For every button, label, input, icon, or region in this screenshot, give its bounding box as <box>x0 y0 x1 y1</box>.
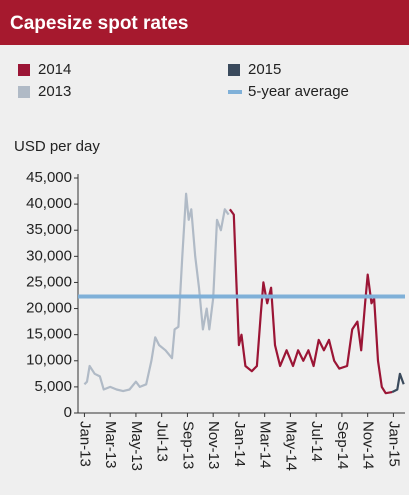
y-tick-label: 20,000 <box>26 300 72 317</box>
y-tick-label: 15,000 <box>26 326 72 343</box>
legend-swatch <box>228 64 240 76</box>
x-tick-label: Sep-13 <box>179 421 196 469</box>
x-tick-label: Sep-14 <box>334 421 351 469</box>
y-tick-label: 30,000 <box>26 247 72 264</box>
x-tick-label: Jul-14 <box>308 421 325 462</box>
series-line <box>83 192 230 393</box>
series-line <box>229 208 393 395</box>
x-tick-label: Jan-13 <box>76 421 93 467</box>
x-tick-label: May-13 <box>128 421 145 471</box>
legend-swatch <box>18 86 30 98</box>
x-tick-label: Mar-14 <box>257 421 274 469</box>
legend-label: 2013 <box>38 83 71 100</box>
legend-label: 5-year average <box>248 83 349 100</box>
chart-title: Capesize spot rates <box>10 13 188 34</box>
y-axis-label: USD per day <box>14 138 100 155</box>
x-tick-label: Jul-13 <box>154 421 171 462</box>
y-tick-label: 0 <box>64 404 72 421</box>
y-tick-label: 10,000 <box>26 352 72 369</box>
legend-swatch <box>18 64 30 76</box>
x-tick-label: Jan-14 <box>231 421 248 467</box>
x-tick-label: Mar-13 <box>102 421 119 469</box>
x-tick-label: Nov-13 <box>205 421 222 469</box>
y-tick-label: 25,000 <box>26 273 72 290</box>
y-tick-label: 35,000 <box>26 221 72 238</box>
x-tick-label: Jan-15 <box>385 421 402 467</box>
y-tick-label: 40,000 <box>26 195 72 212</box>
series-line <box>391 372 405 394</box>
header-bar <box>0 0 409 45</box>
y-tick-label: 5,000 <box>34 378 72 395</box>
legend-label: 2015 <box>248 61 281 78</box>
legend-label: 2014 <box>38 61 71 78</box>
x-tick-label: Nov-14 <box>360 421 377 469</box>
y-tick-label: 45,000 <box>26 169 72 186</box>
x-tick-label: May-14 <box>282 421 299 471</box>
